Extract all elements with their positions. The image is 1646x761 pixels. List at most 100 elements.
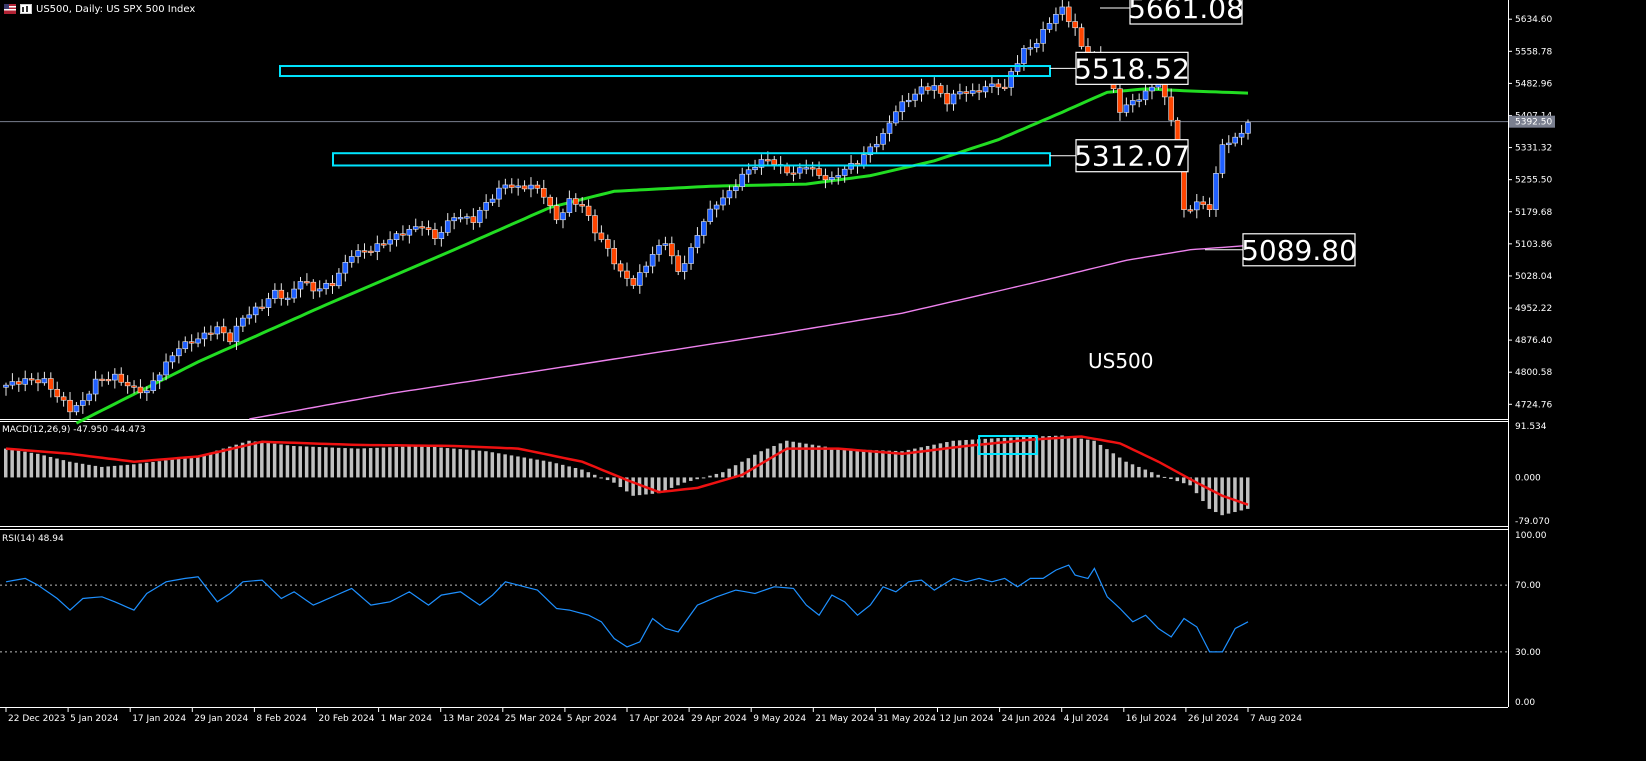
macd-histogram-bar	[106, 466, 110, 478]
date-tick-label: 5 Jan 2024	[70, 714, 118, 724]
bull-candle	[316, 288, 323, 292]
macd-panel: MACD(12,26,9) -47.950 -44.473	[2, 425, 1250, 516]
chart-frame	[0, 0, 1509, 708]
macd-histogram-bar	[945, 442, 949, 478]
macd-histogram-bar	[695, 477, 699, 480]
bull-candle	[1027, 47, 1034, 50]
bull-candle	[873, 143, 880, 148]
macd-histogram-bar	[996, 438, 1000, 478]
bear-candle	[278, 289, 285, 299]
bear-candle	[624, 270, 630, 279]
bull-candle	[707, 208, 714, 222]
macd-histogram-bar	[618, 477, 623, 488]
macd-histogram-bar	[765, 448, 770, 478]
macd-histogram-bar	[676, 477, 680, 486]
rsi-line	[5, 564, 1249, 653]
macd-histogram-bar	[426, 446, 431, 478]
macd-histogram-bar	[855, 449, 859, 478]
bull-candle	[957, 91, 963, 95]
bear-candle	[598, 232, 605, 240]
bear-candle	[579, 204, 585, 207]
bull-candle	[182, 341, 189, 350]
bear-candle	[1072, 21, 1078, 29]
bull-candle	[912, 93, 918, 101]
macd-tick-label: -79.070	[1515, 517, 1550, 527]
macd-histogram-bar	[605, 477, 610, 481]
bear-candle	[118, 373, 125, 383]
rsi-tick-label: 100.00	[1515, 531, 1547, 541]
price-tick-label: 5634.60	[1515, 15, 1552, 25]
bull-candle	[201, 332, 208, 340]
bear-candle	[1168, 96, 1174, 121]
macd-histogram-bar	[599, 477, 603, 479]
bull-candle	[214, 326, 221, 335]
macd-histogram-bar	[592, 474, 597, 478]
bull-candle	[195, 338, 201, 344]
bear-candle	[675, 255, 682, 272]
bull-candle	[867, 146, 874, 156]
bull-candle	[841, 168, 848, 176]
macd-histogram-bar	[330, 447, 335, 478]
annotation-box	[1075, 139, 1189, 173]
macd-histogram-bar	[240, 442, 245, 478]
bull-candle	[989, 83, 995, 87]
macd-histogram-bar	[304, 446, 309, 478]
bull-candle	[1193, 201, 1200, 211]
macd-histogram-bar	[1041, 436, 1045, 478]
macd-histogram-bar	[631, 477, 635, 496]
rsi-panel: RSI(14) 48.94	[0, 534, 1508, 653]
macd-histogram-bar	[1156, 474, 1160, 478]
macd-histogram-bar	[202, 454, 206, 478]
bull-candle	[73, 405, 80, 413]
macd-histogram-bar	[1053, 435, 1058, 478]
macd-histogram-bar	[919, 447, 923, 478]
macd-histogram-bar	[1015, 437, 1020, 478]
bull-candle	[713, 204, 720, 210]
bull-candle	[905, 99, 912, 103]
slow-moving-average-line	[249, 244, 1249, 420]
macd-histogram-bar	[100, 466, 104, 478]
macd-histogram-bar	[528, 458, 533, 478]
bull-candle	[342, 262, 349, 274]
macd-histogram-bar	[797, 442, 802, 478]
macd-histogram-bar	[16, 450, 21, 478]
bull-candle	[1129, 100, 1136, 106]
macd-histogram-bar	[29, 452, 34, 478]
bull-candle	[393, 233, 400, 241]
bear-candle	[508, 184, 515, 188]
bear-candle	[784, 165, 790, 174]
macd-histogram-bar	[1213, 477, 1218, 513]
macd-histogram-bar	[55, 458, 59, 478]
price-zones	[279, 65, 1051, 167]
bull-candle	[656, 245, 662, 255]
bull-candle	[156, 374, 163, 382]
bull-candle	[272, 289, 278, 299]
macd-histogram-bar	[1226, 477, 1231, 514]
bear-candle	[124, 381, 131, 387]
date-tick-label: 26 Jul 2024	[1188, 714, 1239, 724]
macd-histogram-bar	[1130, 464, 1135, 478]
chart-window-icon	[20, 4, 32, 14]
bear-candle	[1065, 6, 1072, 22]
macd-histogram-bar	[746, 458, 751, 478]
bull-candle	[1238, 132, 1245, 138]
macd-histogram-bar	[125, 464, 130, 478]
bear-candle	[572, 198, 579, 205]
macd-histogram-bar	[119, 465, 123, 478]
flag-icon	[4, 4, 16, 14]
macd-histogram-bar	[471, 450, 475, 478]
bull-candle	[374, 243, 381, 252]
bear-candle	[995, 83, 1002, 88]
macd-histogram-bar	[260, 442, 264, 478]
macd-histogram-bar	[253, 441, 258, 478]
bull-candle	[323, 282, 329, 290]
macd-histogram-bar	[1060, 435, 1064, 478]
bull-candle	[694, 235, 701, 248]
price-tick-label: 5255.50	[1515, 176, 1552, 186]
annotation-label: 5661.08	[1128, 0, 1244, 25]
bear-candle	[925, 86, 931, 91]
macd-histogram-bar	[913, 448, 917, 478]
bull-candle	[444, 220, 451, 233]
macd-histogram-bar	[778, 443, 783, 478]
bull-candle	[797, 167, 803, 174]
